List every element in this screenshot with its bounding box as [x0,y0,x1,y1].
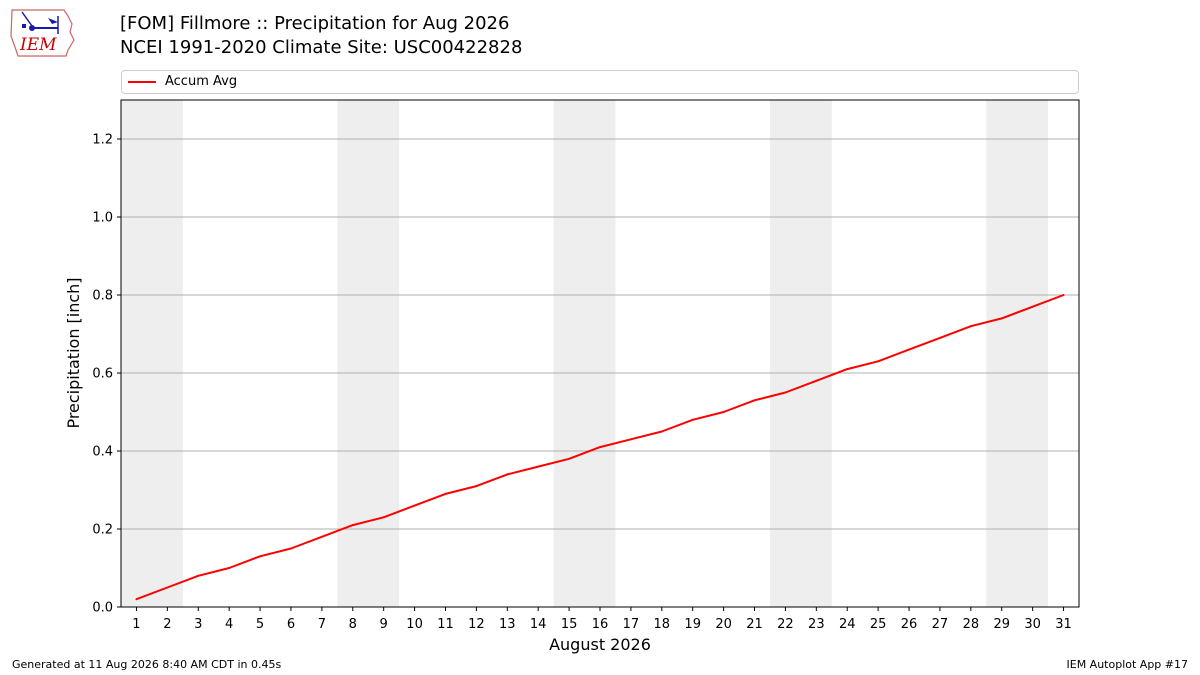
data-point-0-16 [629,438,632,441]
footer-generated-text: Generated at 11 Aug 2026 8:40 AM CDT in … [12,658,282,671]
iem-logo: IEM [10,9,75,57]
weekend-shading [121,100,1049,607]
data-point-0-24 [877,360,880,363]
xtick-label-30: 31 [1055,617,1072,632]
weekend-shade-1 [337,100,400,607]
data-point-0-18 [691,418,694,421]
logo-text: IEM [19,35,57,55]
chart-subtitle: NCEI 1991-2020 Climate Site: USC00422828 [120,37,523,58]
data-point-0-27 [969,325,972,328]
xtick-label-5: 6 [287,617,295,632]
xtick-label-10: 11 [437,617,454,632]
xtick-label-22: 23 [808,617,825,632]
chart-title: [FOM] Fillmore :: Precipitation for Aug … [120,13,510,34]
xtick-label-17: 18 [654,617,671,632]
x-axis-ticks: 1 2 3 4 5 6 7 8 9 10 11 12 13 14 15 16 17 18 19 20 21 22 23 24 2… [132,607,1072,632]
data-point-0-5 [289,547,292,550]
xtick-label-19: 20 [715,617,732,632]
ytick-label-1: 0.2 [92,523,113,538]
grid-lines [121,138,1079,530]
xtick-label-1: 2 [163,617,171,632]
y-axis-label: Precipitation [inch] [64,277,83,428]
data-point-0-6 [320,535,323,538]
data-point-0-4 [259,555,262,558]
xtick-label-6: 7 [318,617,326,632]
series-layer [135,294,1065,601]
data-point-0-12 [506,473,509,476]
data-point-0-2 [197,574,200,577]
data-point-0-11 [475,485,478,488]
xtick-label-7: 8 [349,617,357,632]
xtick-label-12: 13 [499,617,516,632]
xtick-label-8: 9 [380,617,388,632]
data-point-0-1 [166,586,169,589]
xtick-label-28: 29 [993,617,1010,632]
xtick-label-29: 30 [1024,617,1041,632]
ytick-label-6: 1.2 [92,133,113,148]
legend: Accum Avg [121,70,1079,94]
ytick-label-5: 1.0 [92,211,113,226]
data-point-0-28 [1000,317,1003,320]
data-point-0-22 [815,379,818,382]
data-point-0-23 [846,368,849,371]
data-point-0-10 [444,492,447,495]
data-point-0-19 [722,411,725,413]
xtick-label-15: 16 [592,617,609,632]
xtick-label-2: 3 [194,617,202,632]
ytick-label-0: 0.0 [92,601,113,616]
data-point-0-15 [599,446,601,449]
x-axis-label: August 2026 [549,635,651,654]
data-point-0-17 [660,430,663,433]
data-point-0-0 [135,598,138,601]
data-point-0-26 [938,336,941,339]
xtick-label-27: 28 [963,617,980,632]
xtick-label-25: 26 [901,617,918,632]
data-point-0-21 [784,391,787,394]
ytick-label-2: 0.4 [92,445,113,460]
legend-label-accum-avg: Accum Avg [165,74,238,89]
weekend-shade-0 [121,100,183,607]
y-axis-ticks: 0.0 0.2 0.4 0.6 0.8 1.0 1.2 [92,133,121,616]
xtick-label-23: 24 [839,617,856,632]
xtick-label-9: 10 [406,617,423,632]
xtick-label-21: 22 [777,617,794,632]
xtick-label-3: 4 [225,617,233,632]
xtick-label-20: 21 [746,617,763,632]
data-point-0-30 [1062,294,1065,296]
data-point-0-14 [568,457,571,460]
data-point-0-13 [537,465,540,468]
data-point-0-29 [1031,305,1034,308]
weekend-shade-2 [553,100,616,607]
xtick-label-16: 17 [623,617,640,632]
data-point-0-8 [382,516,385,519]
ytick-label-3: 0.6 [92,367,113,382]
weekend-shade-3 [769,100,832,607]
data-point-0-25 [908,348,911,351]
data-point-0-20 [753,399,756,402]
xtick-label-4: 5 [256,617,264,632]
data-point-0-3 [228,567,231,569]
xtick-label-13: 14 [530,617,547,632]
xtick-label-26: 27 [932,617,949,632]
xtick-label-24: 25 [870,617,887,632]
data-point-0-7 [351,524,354,527]
weather-station-icon [21,11,59,34]
footer-app-label: IEM Autoplot App #17 [1066,658,1189,671]
xtick-label-14: 15 [561,617,578,632]
weekend-shade-4 [986,100,1049,607]
legend-swatch-accum-avg [128,81,156,83]
xtick-label-11: 12 [468,617,485,632]
xtick-label-0: 1 [132,617,140,632]
ytick-label-4: 0.8 [92,289,113,304]
data-point-0-9 [413,504,416,507]
xtick-label-18: 19 [684,617,701,632]
